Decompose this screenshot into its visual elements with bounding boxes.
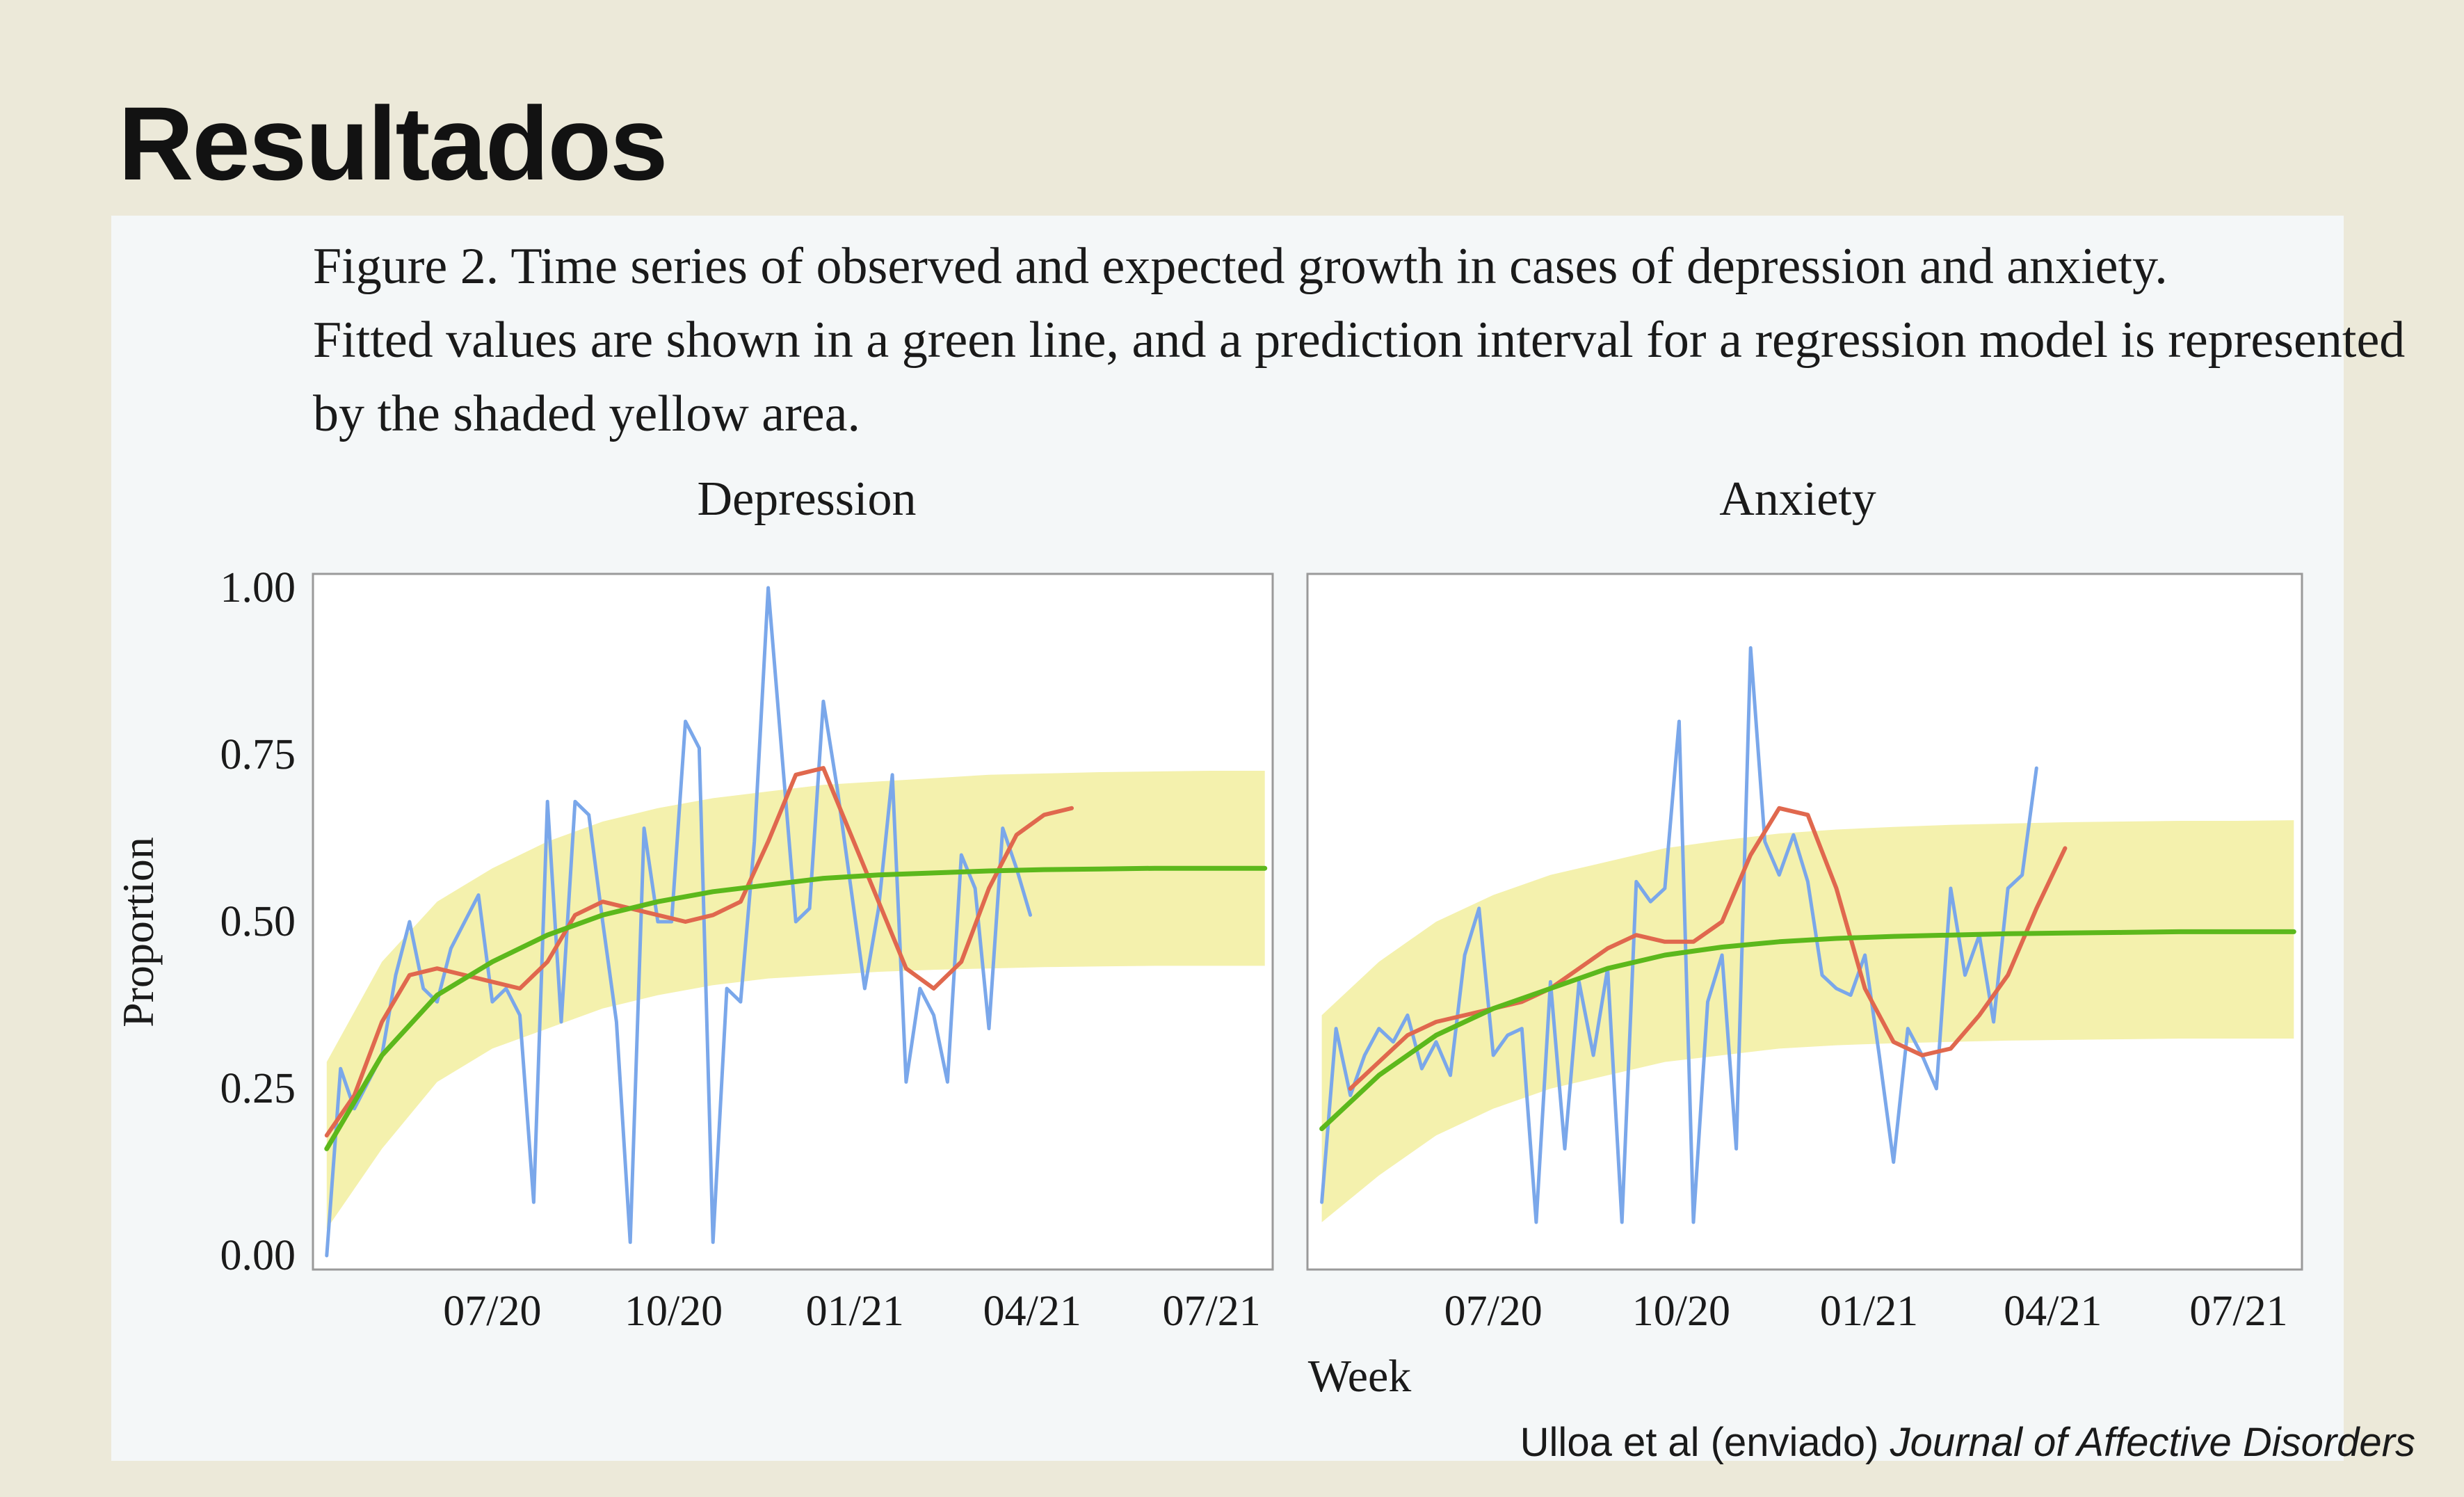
depression-x-tick-label: 10/20: [625, 1288, 723, 1335]
depression-panel: Depression 07/20 10/20 01/21 04/21 07/21 0.00…: [220, 472, 1274, 1335]
anxiety-prediction-interval: [1321, 820, 2294, 1222]
figure-caption: Figure 2. Time series of observed and ex…: [313, 230, 2406, 451]
depression-x-tick-label: 04/21: [983, 1288, 1081, 1335]
anxiety-observed-series: [1320, 646, 2038, 1224]
depression-x-tick-label: 07/20: [443, 1288, 541, 1335]
anxiety-x-tick-label: 07/20: [1444, 1288, 1543, 1335]
anxiety-x-tick-label: 04/21: [2004, 1288, 2102, 1335]
depression-observed-series: [325, 586, 1032, 1258]
y-tick-label: 0.25: [220, 1065, 296, 1112]
anxiety-smoothed-series: [1348, 806, 2068, 1091]
anxiety-x-tick-label: 01/21: [1820, 1288, 1918, 1335]
y-tick-label: 0.00: [220, 1232, 296, 1279]
caption-line-2: Fitted values are shown in a green line,…: [313, 312, 2406, 369]
depression-prediction-interval: [326, 771, 1265, 1229]
anxiety-x-tick-label: 10/20: [1632, 1288, 1730, 1335]
citation-journal: Journal of Affective Disorders: [1890, 1420, 2415, 1465]
figure-panel: Figure 2. Time series of observed and ex…: [111, 216, 2406, 1461]
depression-fitted-series: [324, 865, 1268, 1151]
citation-authors: Ulloa et al (enviado): [1520, 1420, 1890, 1465]
charts-svg: Proportion Week Depression 07/20 10/20 01/…: [113, 472, 2303, 1402]
depression-smoothed-series: [324, 766, 1074, 1138]
depression-x-tick-label: 01/21: [806, 1288, 904, 1335]
caption-line-3: by the shaded yellow area.: [313, 385, 860, 442]
depression-x-tick-label: 07/21: [1163, 1288, 1261, 1335]
anxiety-panel-title: Anxiety: [1719, 472, 1876, 526]
anxiety-fitted-series: [1319, 929, 2296, 1132]
depression-panel-title: Depression: [698, 472, 917, 526]
anxiety-x-tick-label: 07/21: [2189, 1288, 2287, 1335]
slide-title: Resultados: [118, 85, 668, 202]
citation: Ulloa et al (enviado) Journal of Affecti…: [1520, 1419, 2415, 1466]
y-tick-label: 0.50: [220, 898, 296, 945]
anxiety-panel: Anxiety 07/20 10/20 01/21 04/21 07/21: [1306, 472, 2303, 1335]
y-tick-label: 0.75: [220, 731, 296, 778]
y-axis-title: Proportion: [113, 837, 163, 1027]
x-axis-title: Week: [1308, 1351, 1412, 1402]
y-tick-label: 1.00: [220, 564, 296, 611]
caption-line-1: Figure 2. Time series of observed and ex…: [313, 238, 2168, 295]
